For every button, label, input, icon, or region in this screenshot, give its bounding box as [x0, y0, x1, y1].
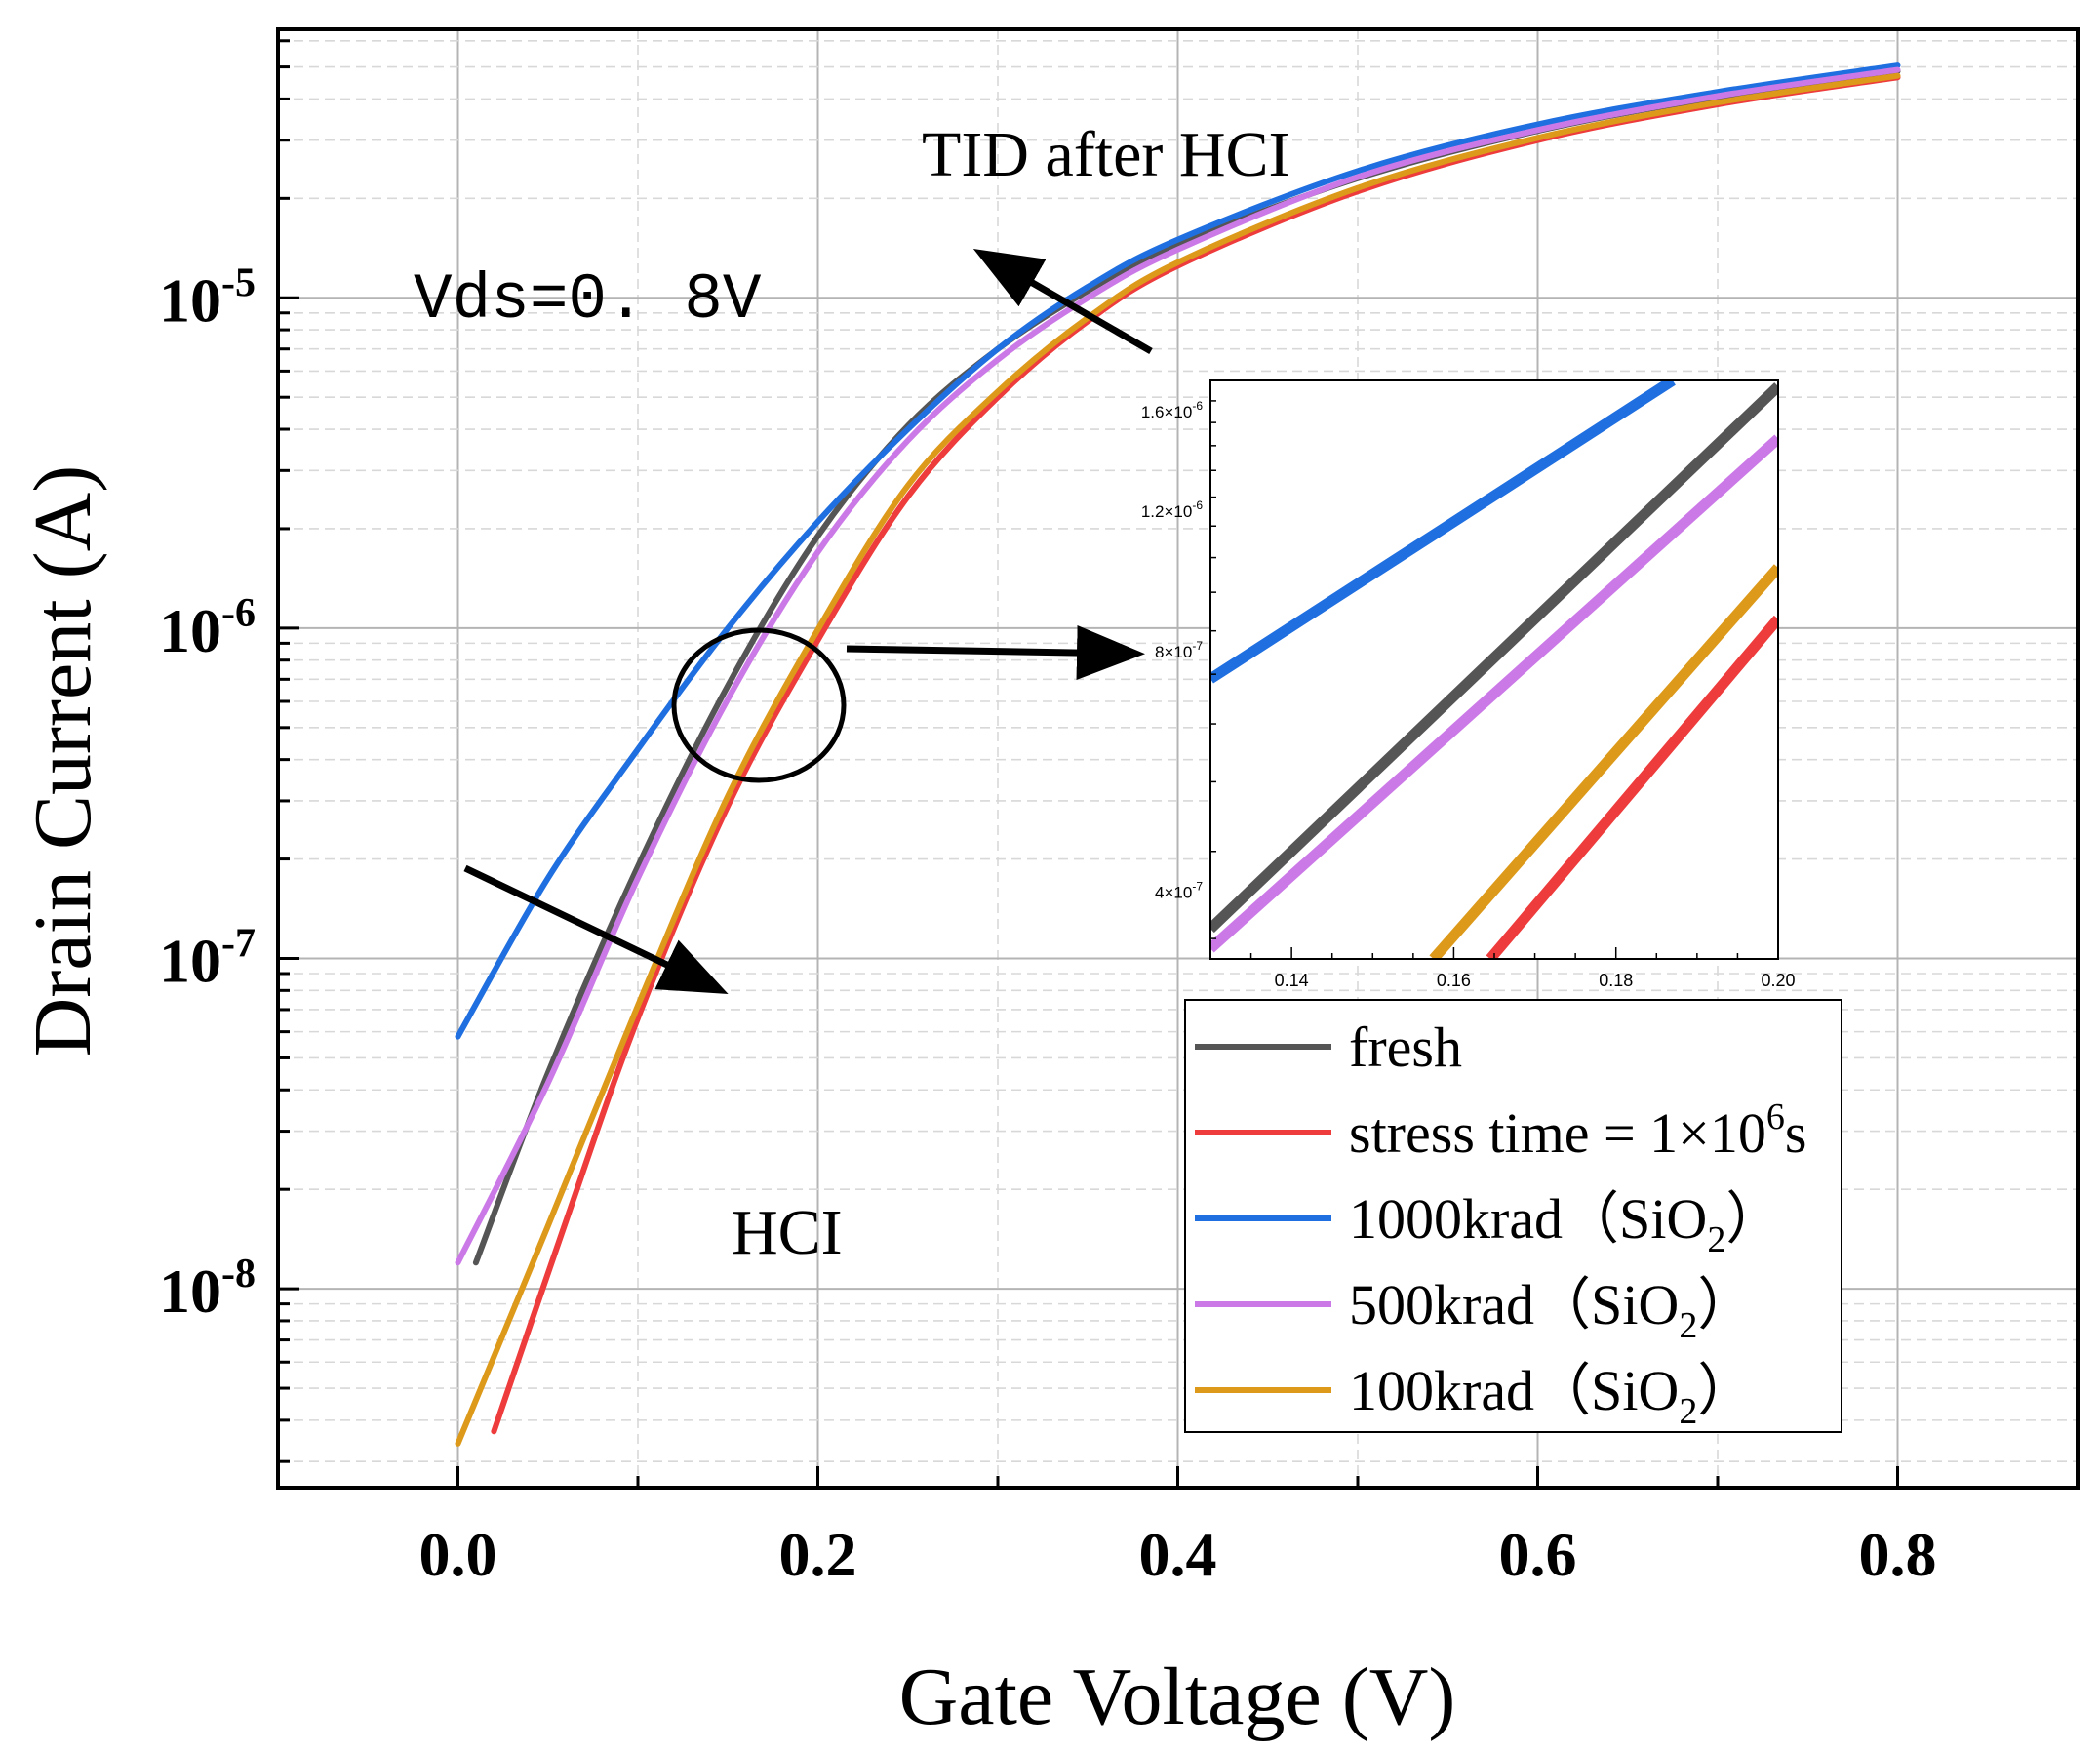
- inset-y-tick-label: 1.6×10-6: [1141, 399, 1203, 421]
- inset-series-group: [1210, 380, 1778, 959]
- highlight-circle: [671, 627, 847, 783]
- tid-arrow: [972, 249, 1153, 355]
- hci-arrow: [463, 864, 729, 995]
- y-axis-title: Drain Current (A): [18, 465, 108, 1056]
- x-tick-label: 0.8: [1859, 1520, 1937, 1589]
- tid-annotation: TID after HCI: [922, 119, 1290, 190]
- legend-label: fresh: [1349, 1016, 1462, 1079]
- inset-x-tick-label: 0.14: [1275, 971, 1309, 990]
- inset-series-line-fresh: [1210, 382, 1778, 934]
- legend-label: 100krad（SiO2）: [1349, 1359, 1754, 1432]
- legend: fresh stress time = 1×106s 1000krad（SiO2） 5…: [1184, 999, 1842, 1433]
- inset-x-tick-label: 0.16: [1437, 971, 1471, 990]
- y-tick-label: 10-7: [159, 922, 256, 996]
- main-series-group: [455, 62, 1901, 1447]
- series-line-500krad-sio2-: [455, 66, 1901, 1266]
- x-tick-label: 0.6: [1499, 1520, 1577, 1589]
- inset-y-tick-label: 1.2×10-6: [1141, 498, 1203, 521]
- x-tick-label: 0.0: [419, 1520, 497, 1589]
- inset-x-tick-label: 0.20: [1761, 971, 1795, 990]
- x-axis-title: Gate Voltage (V): [899, 1652, 1456, 1742]
- inset-series-line-1000krad-sio2-: [1210, 380, 1676, 684]
- legend-label: 500krad（SiO2）: [1349, 1273, 1754, 1346]
- hci-annotation: HCI: [732, 1197, 843, 1268]
- inset-series-line-100krad-sio2-: [1429, 564, 1778, 959]
- y-tick-label: 10-8: [159, 1252, 256, 1326]
- legend-label: stress time = 1×106s: [1349, 1096, 1806, 1165]
- legend-label: 1000krad（SiO2）: [1349, 1187, 1782, 1260]
- vds-annotation: Vds=0. 8V: [414, 263, 762, 337]
- inset-series-line-stress-time-1-10-6-s: [1486, 615, 1778, 959]
- y-tick-label: 10-5: [159, 260, 256, 335]
- main-ticks: 0.0 0.2 0.4 0.6 0.8 10-8 10-7 10-6 10-5: [159, 39, 1937, 1589]
- y-tick-label: 10-6: [159, 591, 256, 665]
- series-line-100krad-sio2-: [455, 72, 1901, 1447]
- inset-arrow: [846, 625, 1145, 681]
- inset-y-tick-label: 8×10-7: [1155, 639, 1203, 661]
- series-line-1000krad-sio2-: [455, 62, 1901, 1040]
- inset-series-line-500krad-sio2-: [1210, 434, 1778, 953]
- inset-y-tick-label: 4×10-7: [1155, 880, 1203, 902]
- x-tick-label: 0.2: [779, 1520, 857, 1589]
- inset-x-tick-label: 0.18: [1599, 971, 1633, 990]
- inset-ticks: 0.14 0.16 0.18 0.20 4×10-7 8×10-7 1.2×10-6 1.6×…: [1141, 379, 1796, 990]
- x-tick-label: 0.4: [1139, 1520, 1217, 1589]
